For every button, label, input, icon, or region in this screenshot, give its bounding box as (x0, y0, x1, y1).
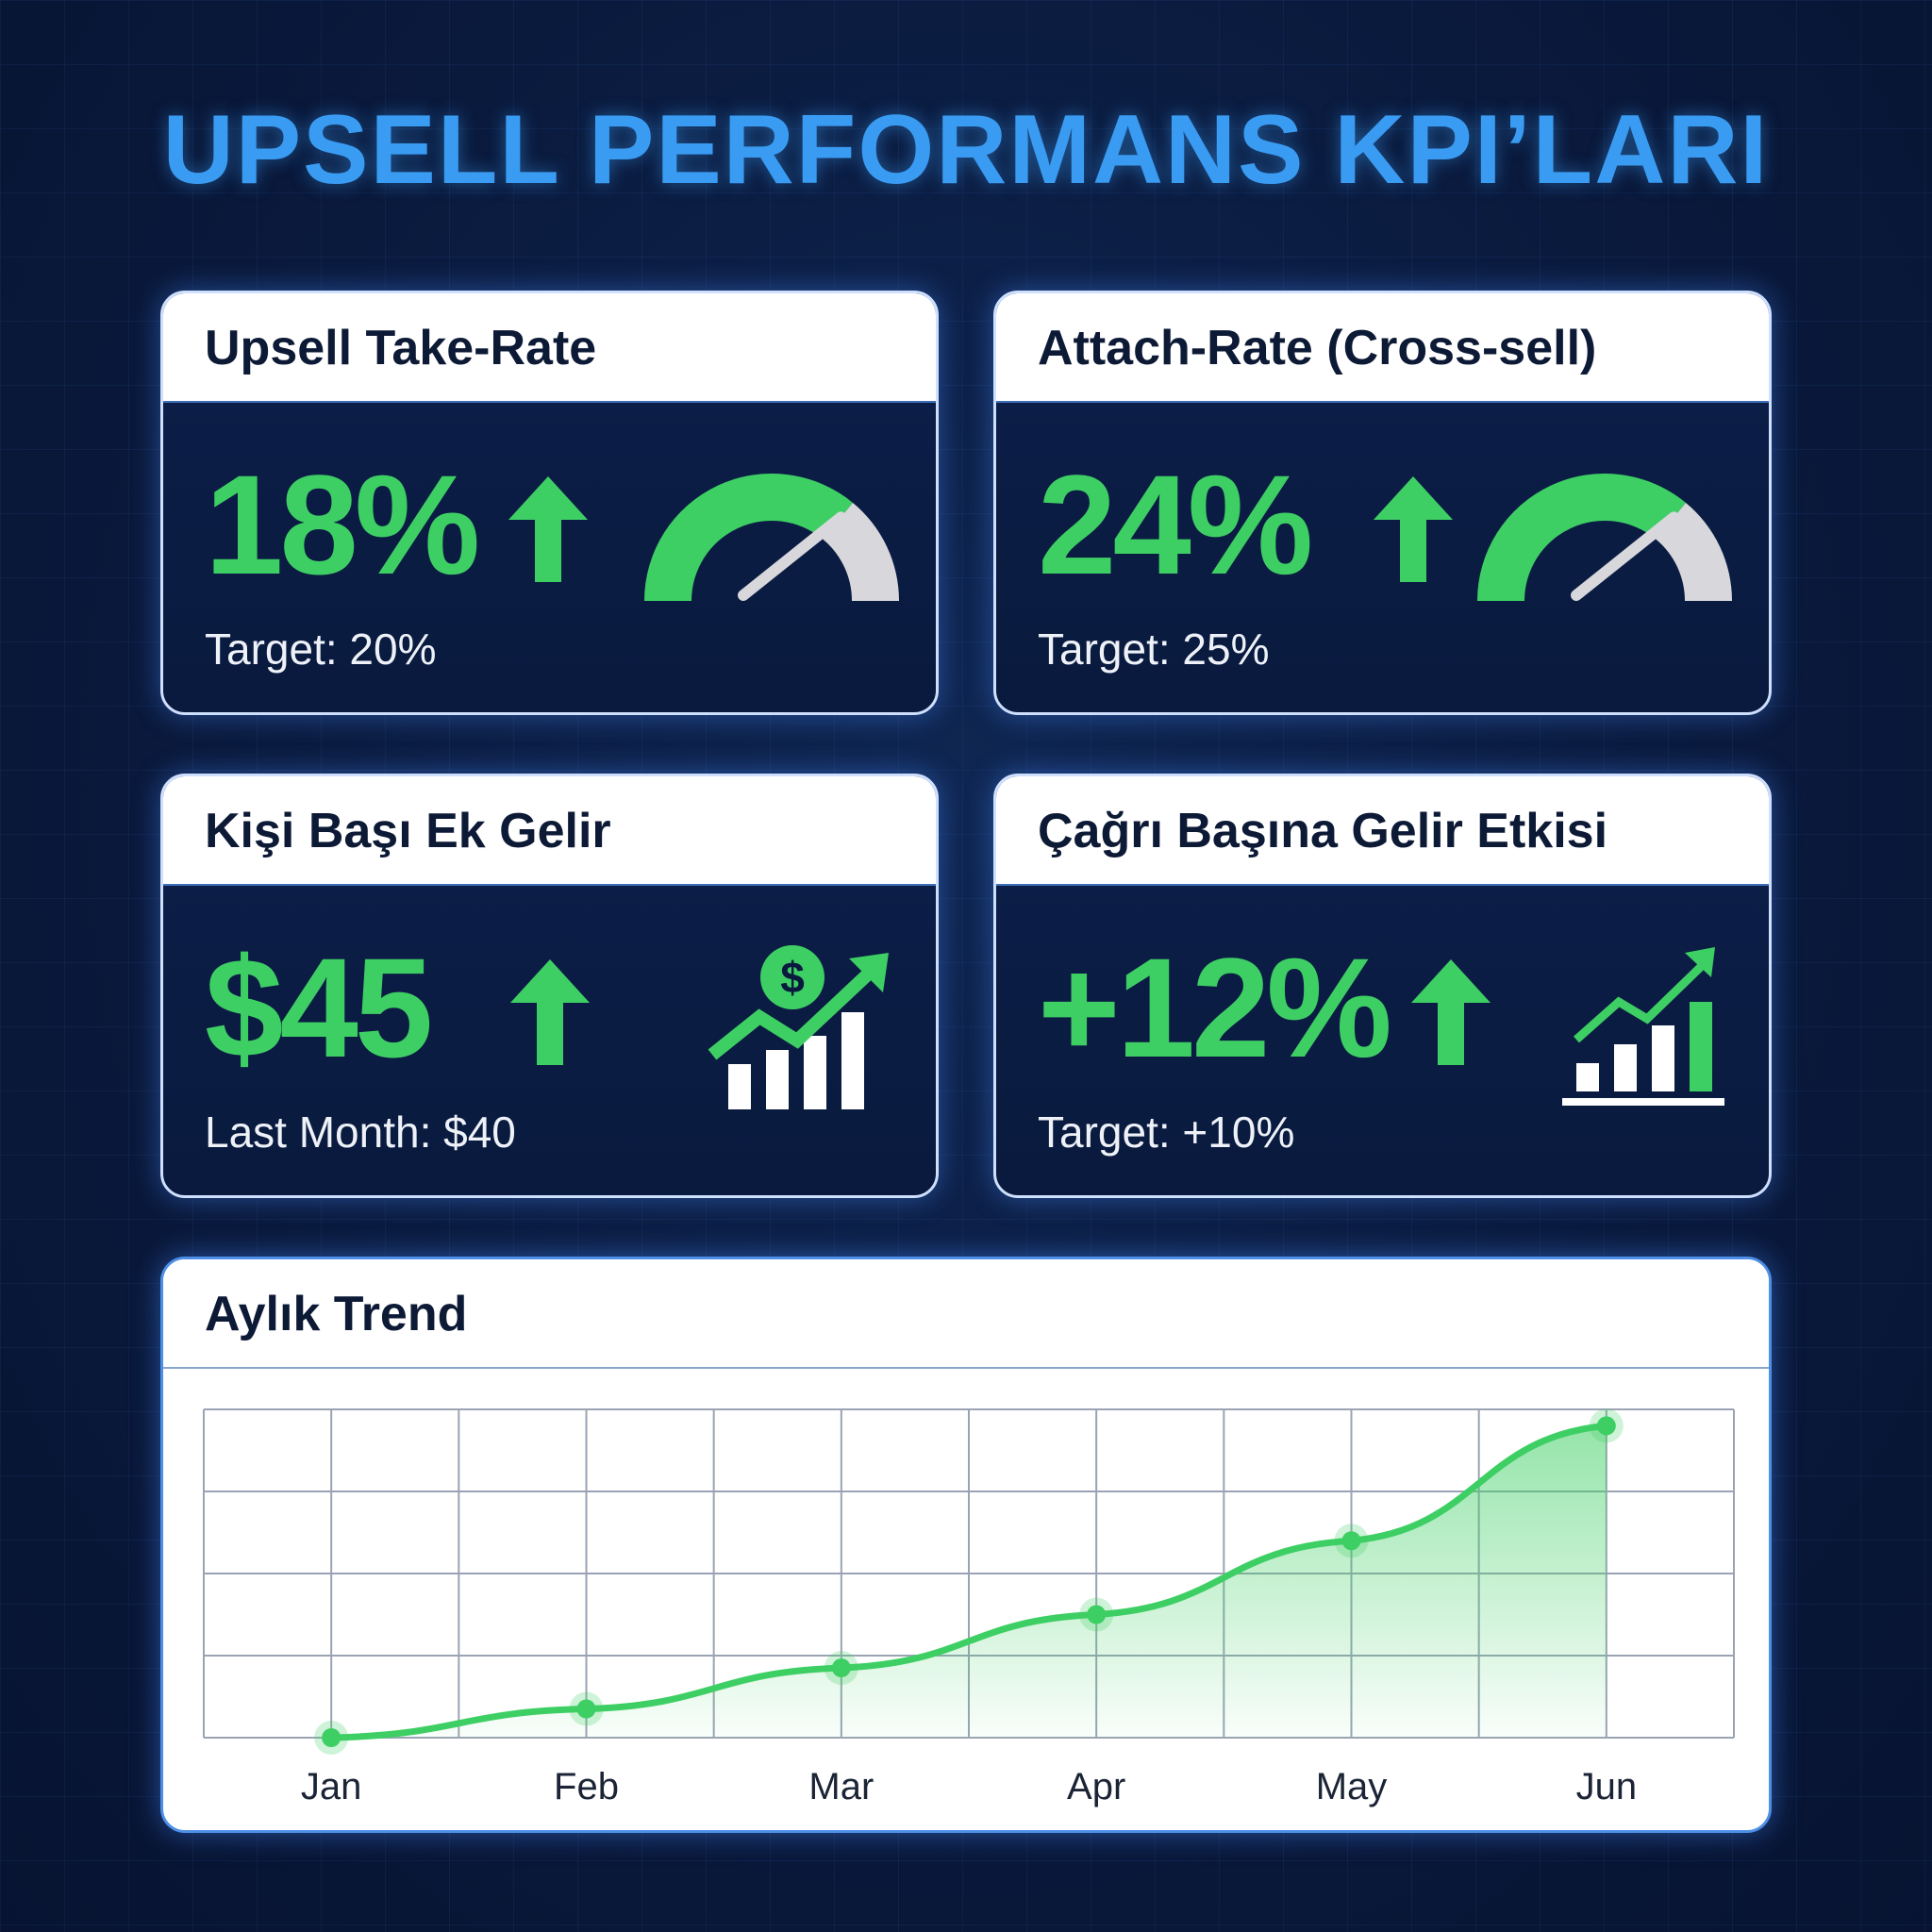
up-arrow-icon (510, 959, 590, 1065)
x-tick-label: Jan (301, 1766, 362, 1807)
gauge-fill (1477, 473, 1687, 601)
gauge-fill (644, 473, 854, 601)
data-point (831, 1658, 851, 1678)
card-title: Çağrı Başına Gelir Etkisi (996, 776, 1769, 886)
card-title: Attach-Rate (Cross-sell) (996, 293, 1769, 403)
kpi-target: Target: 25% (1038, 625, 1270, 674)
kpi-value: $45 (205, 928, 433, 1087)
trend-chart: Jan Feb Mar Apr May Jun (203, 1408, 1735, 1807)
gauge-track (1656, 502, 1732, 601)
x-tick-label: May (1316, 1766, 1388, 1807)
x-tick-label: Feb (554, 1766, 619, 1807)
dollar-symbol: $ (780, 953, 805, 1002)
up-arrow-icon (1374, 476, 1453, 582)
gauge-icon (644, 473, 899, 601)
kpi-value: +12% (1038, 928, 1392, 1087)
monthly-trend-card: Aylık Trend Jan Feb Mar Apr May Jun (160, 1257, 1772, 1833)
data-point (1087, 1605, 1107, 1624)
kpi-card-attach-rate: Attach-Rate (Cross-sell) 24% Target: 25% (993, 291, 1772, 715)
up-arrow-icon (508, 476, 588, 582)
kpi-target: Target: +10% (1038, 1108, 1295, 1157)
x-tick-label: Jun (1576, 1766, 1638, 1807)
data-point (1341, 1531, 1361, 1551)
kpi-card-revenue-per-person: Kişi Başı Ek Gelir $45 $ Last Month: $40 (160, 774, 939, 1198)
up-arrow-icon (1411, 959, 1491, 1065)
kpi-card-take-rate: Upsell Take-Rate 18% Target: 20% (160, 291, 939, 715)
x-tick-label: Mar (808, 1766, 874, 1807)
gauge-icon (1477, 473, 1732, 601)
page-title: UPSELL PERFORMANS KPI’LARI (162, 95, 1770, 205)
data-point (1596, 1416, 1616, 1436)
gauge-needle (1571, 511, 1680, 601)
trend-line (331, 1422, 1607, 1741)
money-growth-chart-icon: $ (708, 945, 889, 1109)
kpi-card-revenue-per-call: Çağrı Başına Gelir Etkisi +12% Target: +… (993, 774, 1772, 1198)
card-title: Upsell Take-Rate (163, 293, 936, 403)
bar-chart-growth-icon (1562, 947, 1724, 1106)
kpi-value: 18% (205, 445, 480, 604)
gauge-track (823, 502, 899, 601)
card-title: Kişi Başı Ek Gelir (163, 776, 936, 886)
data-point (322, 1728, 341, 1747)
x-tick-label: Apr (1067, 1766, 1125, 1807)
kpi-target: Target: 20% (205, 625, 437, 674)
gauge-needle (738, 511, 847, 601)
kpi-last-month: Last Month: $40 (205, 1108, 516, 1157)
kpi-value: 24% (1038, 445, 1313, 604)
trend-area (331, 1425, 1607, 1738)
data-point (576, 1699, 596, 1719)
chart-title: Aylık Trend (163, 1259, 1769, 1369)
